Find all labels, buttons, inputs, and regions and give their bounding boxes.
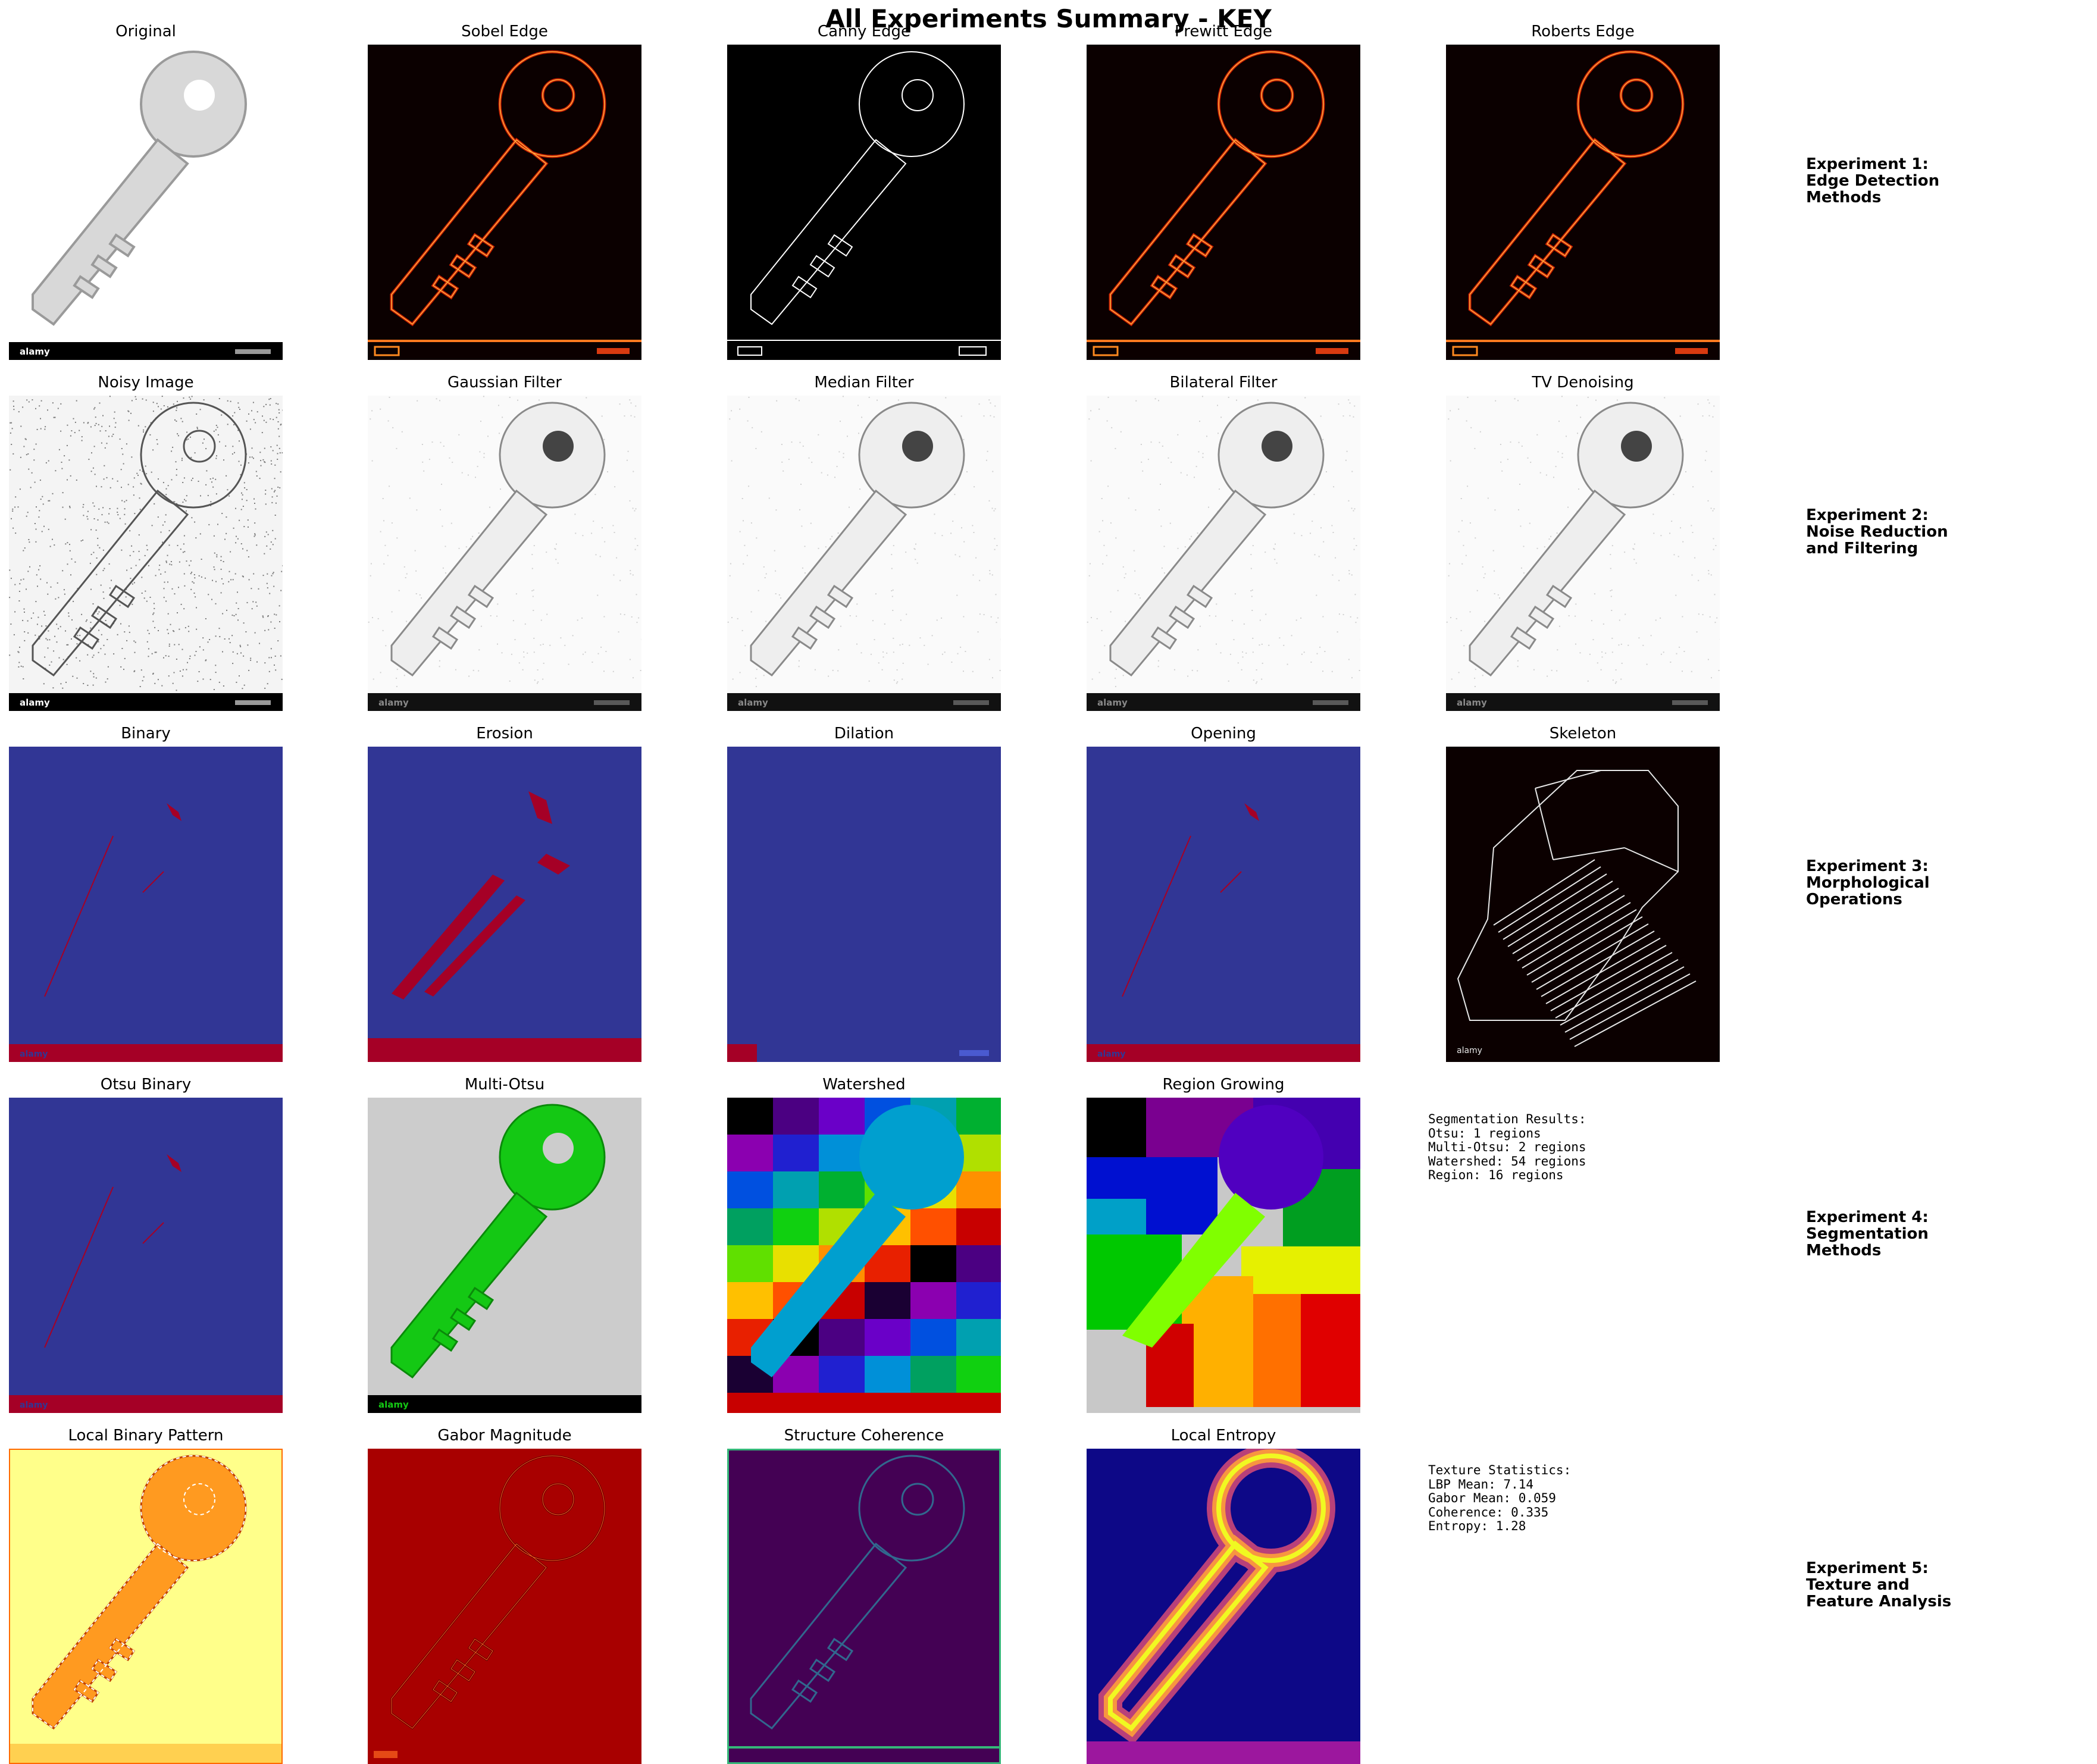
stats-line: Segmentation Results: (1428, 1113, 1586, 1127)
experiment-label: Experiment 5: Texture and Feature Analys… (1806, 1560, 1951, 1610)
svg-text:alamy: alamy (1097, 1049, 1125, 1059)
stats-line: LBP Mean: 7.14 (1428, 1478, 1571, 1492)
svg-text:alamy: alamy (1097, 697, 1128, 708)
panel-image-erosion (368, 747, 641, 1062)
panel-title-canny-edge: Canny Edge (727, 23, 1001, 40)
svg-text:alamy: alamy (1457, 697, 1487, 708)
panel-image-dilation (727, 747, 1001, 1062)
panel-image-local-entropy (1087, 1449, 1360, 1764)
panel-image-watershed (727, 1098, 1001, 1413)
panel-title-structure-coherence: Structure Coherence (727, 1427, 1001, 1445)
panel-image-tv-denoising: alamy (1446, 396, 1720, 711)
svg-text:alamy: alamy (378, 1399, 409, 1410)
panel-image-roberts-edge (1446, 45, 1720, 360)
svg-text:alamy: alamy (378, 697, 409, 708)
stats-line: Coherence: 0.335 (1428, 1506, 1571, 1520)
stats-line: Otsu: 1 regions (1428, 1127, 1586, 1141)
panel-title-gabor-magnitude: Gabor Magnitude (368, 1427, 641, 1445)
panel-image-prewitt-edge (1087, 45, 1360, 360)
stats-line: Watershed: 54 regions (1428, 1155, 1586, 1169)
stats-line: Region: 16 regions (1428, 1168, 1586, 1183)
experiment-label: Experiment 3: Morphological Operations (1806, 858, 1930, 908)
svg-text:alamy: alamy (20, 346, 50, 357)
figure-title: All Experiments Summary - KEY (0, 4, 2097, 35)
panel-title-tv-denoising: TV Denoising (1446, 374, 1720, 391)
panel-title-roberts-edge: Roberts Edge (1446, 23, 1720, 40)
panel-image-binary: alamy (9, 747, 283, 1062)
panel-title-region-growing: Region Growing (1087, 1076, 1360, 1094)
panel-title-prewitt-edge: Prewitt Edge (1087, 23, 1360, 40)
panel-image-gabor-magnitude (368, 1449, 641, 1764)
panel-title-otsu-binary: Otsu Binary (9, 1076, 283, 1094)
experiment-label: Experiment 2: Noise Reduction and Filter… (1806, 507, 1948, 557)
svg-text:alamy: alamy (20, 1049, 48, 1059)
panel-image-opening: alamy (1087, 747, 1360, 1062)
panel-title-erosion: Erosion (368, 725, 641, 742)
panel-title-median-filter: Median Filter (727, 374, 1001, 391)
panel-title-multi-otsu: Multi-Otsu (368, 1076, 641, 1094)
panel-title-bilateral-filter: Bilateral Filter (1087, 374, 1360, 391)
panel-title-watershed: Watershed (727, 1076, 1001, 1094)
panel-image-canny-edge (727, 45, 1001, 360)
panel-image-skeleton: alamy (1446, 747, 1720, 1062)
experiment-label: Experiment 1: Edge Detection Methods (1806, 156, 1939, 206)
panel-image-gaussian-filter: alamy (368, 396, 641, 711)
panel-image-multi-otsu: alamy (368, 1098, 641, 1413)
svg-text:alamy: alamy (20, 697, 50, 708)
svg-text:alamy: alamy (20, 1400, 48, 1410)
panel-title-gaussian-filter: Gaussian Filter (368, 374, 641, 391)
panel-title-local-binary-pattern: Local Binary Pattern (9, 1427, 283, 1445)
panel-image-region-growing (1087, 1098, 1360, 1413)
stats-line: Gabor Mean: 0.059 (1428, 1492, 1571, 1506)
panel-image-otsu-binary: alamy (9, 1098, 283, 1413)
panel-title-dilation: Dilation (727, 725, 1001, 742)
panel-title-binary: Binary (9, 725, 283, 742)
panel-image-median-filter: alamy (727, 396, 1001, 711)
experiment-label: Experiment 4: Segmentation Methods (1806, 1209, 1929, 1259)
svg-text:alamy: alamy (1457, 1046, 1482, 1055)
stats-line: Entropy: 1.28 (1428, 1519, 1571, 1534)
panel-image-sobel-edge (368, 45, 641, 360)
panel-image-bilateral-filter: alamy (1087, 396, 1360, 711)
panel-title-skeleton: Skeleton (1446, 725, 1720, 742)
panel-image-structure-coherence (727, 1449, 1001, 1764)
panel-image-original: alamy (9, 45, 283, 360)
panel-title-opening: Opening (1087, 725, 1360, 742)
panel-title-local-entropy: Local Entropy (1087, 1427, 1360, 1445)
panel-image-noisy-image: alamy (9, 396, 283, 711)
panel-title-sobel-edge: Sobel Edge (368, 23, 641, 40)
svg-text:alamy: alamy (738, 697, 768, 708)
panel-image-local-binary-pattern (9, 1449, 283, 1764)
stats-line: Texture Statistics: (1428, 1464, 1571, 1478)
stats-line: Multi-Otsu: 2 regions (1428, 1141, 1586, 1155)
panel-title-original: Original (9, 23, 283, 40)
panel-title-noisy-image: Noisy Image (9, 374, 283, 391)
